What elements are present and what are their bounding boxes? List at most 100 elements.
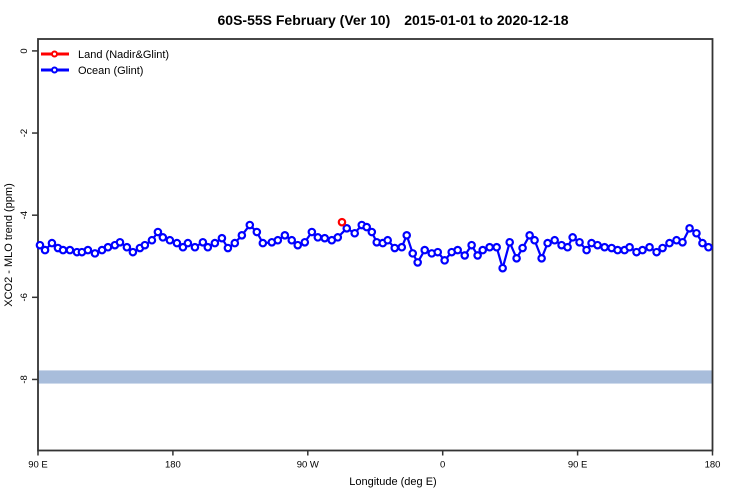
ocean-point	[492, 242, 501, 252]
ocean-point	[704, 242, 713, 252]
legend-item-land: Land (Nadir&Glint)	[41, 46, 169, 62]
ocean-point	[58, 245, 68, 255]
ocean-point	[582, 245, 591, 255]
x-tick-label: 90 W	[297, 460, 319, 471]
ocean-point	[440, 256, 449, 265]
y-tick-label: -2	[19, 129, 30, 137]
ocean-point	[90, 249, 100, 258]
ocean-point	[223, 243, 233, 253]
x-tick-label: 180	[165, 460, 181, 471]
ocean-point	[518, 243, 527, 253]
ocean-point	[485, 242, 494, 252]
ocean-legend-marker-icon	[41, 62, 71, 78]
ocean-point	[525, 231, 534, 240]
ocean-point	[258, 238, 268, 248]
ocean-point	[645, 242, 654, 252]
legend-label-ocean: Ocean (Glint)	[78, 65, 144, 77]
ocean-point	[658, 243, 667, 253]
ocean-point	[613, 245, 622, 255]
x-axis-label: Longitude (deg E)	[349, 476, 437, 488]
ocean-point	[147, 235, 157, 245]
ocean-legend-circle-icon	[51, 66, 58, 74]
ocean-point	[287, 235, 297, 245]
ocean-point	[413, 258, 422, 267]
ocean-point	[128, 247, 138, 257]
y-tick-label: -6	[19, 293, 30, 301]
ocean-point	[230, 238, 240, 248]
ocean-point	[273, 235, 283, 245]
ocean-point	[307, 227, 317, 237]
chart-title-text: 60S-55S February (Ver 10)	[217, 12, 391, 28]
ocean-point	[543, 238, 552, 248]
y-tick-label: -8	[19, 375, 30, 383]
ocean-point	[390, 243, 400, 253]
y-tick-label: 0	[19, 48, 30, 53]
ocean-point	[505, 237, 515, 247]
x-tick-label: 0	[440, 460, 445, 471]
land-point	[337, 217, 347, 227]
ocean-point	[158, 233, 168, 242]
ocean-point	[638, 245, 647, 255]
ocean-point	[367, 227, 377, 237]
legend: Land (Nadir&Glint) Ocean (Glint)	[41, 46, 169, 78]
ocean-point	[678, 237, 687, 247]
x-tick-label: 90 E	[28, 460, 48, 471]
ocean-point	[467, 240, 476, 250]
ocean-point	[190, 242, 200, 252]
ocean-point	[460, 251, 470, 260]
ocean-point	[362, 222, 372, 232]
ocean-point	[313, 233, 323, 242]
ocean-point	[183, 238, 193, 248]
highlight-band	[38, 370, 713, 384]
ocean-point	[35, 240, 45, 250]
ocean-point	[122, 242, 132, 252]
ocean-point	[692, 228, 701, 238]
ocean-point	[83, 245, 93, 255]
x-tick-label: 180	[705, 460, 721, 471]
ocean-point	[103, 242, 113, 252]
ocean-point	[498, 263, 507, 273]
ocean-point	[333, 233, 343, 242]
ocean-point	[342, 224, 352, 233]
y-tick-label: -4	[19, 211, 30, 219]
legend-item-ocean: Ocean (Glint)	[41, 62, 169, 78]
ocean-point	[478, 245, 488, 255]
legend-label-land: Land (Nadir&Glint)	[78, 49, 170, 61]
ocean-point	[665, 238, 674, 248]
ocean-point	[47, 238, 57, 248]
ocean-point	[408, 249, 418, 258]
chart-title: 60S-55S February (Ver 10) 2015-01-01 to 2…	[0, 12, 750, 28]
ocean-point	[537, 254, 546, 263]
land-legend-marker-icon	[41, 46, 71, 62]
ocean-point	[40, 245, 50, 255]
ocean-point	[350, 228, 360, 238]
ocean-point	[245, 220, 255, 230]
ocean-point	[300, 237, 310, 247]
ocean-point	[198, 237, 208, 247]
x-tick-label: 90 E	[568, 460, 588, 471]
chart-date-range: 2015-01-01 to 2020-12-18	[404, 12, 569, 28]
ocean-point	[320, 233, 330, 243]
ocean-point	[453, 245, 462, 255]
ocean-point	[65, 245, 75, 255]
ocean-point	[568, 233, 577, 242]
ocean-point	[140, 240, 150, 250]
ocean-point	[593, 240, 602, 250]
ocean-point	[530, 235, 539, 245]
land-legend-circle-icon	[51, 50, 58, 58]
ocean-point	[652, 247, 661, 257]
ocean-point	[293, 240, 303, 250]
ocean-point	[402, 231, 412, 240]
ocean-point	[203, 242, 213, 252]
ocean-point	[698, 238, 707, 248]
ocean-point	[685, 224, 694, 233]
ocean-point	[600, 242, 609, 252]
ocean-point	[210, 238, 220, 248]
ocean-point	[237, 231, 247, 240]
ocean-point	[165, 235, 175, 245]
ocean-point	[383, 235, 392, 245]
ocean-point	[563, 242, 572, 252]
ocean-point	[115, 237, 125, 247]
